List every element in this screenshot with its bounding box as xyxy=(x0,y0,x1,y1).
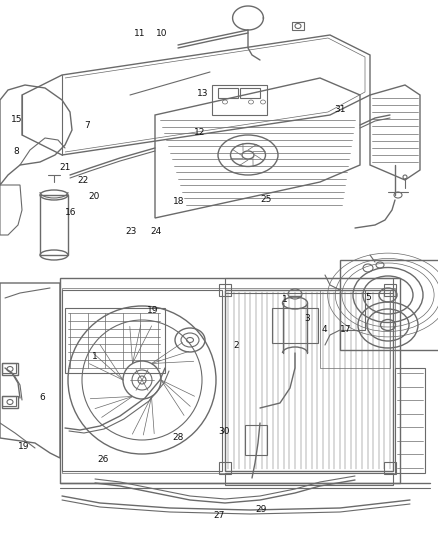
Text: 18: 18 xyxy=(173,197,184,206)
Text: 3: 3 xyxy=(304,314,310,323)
Bar xyxy=(2,396,16,406)
Text: 8: 8 xyxy=(14,148,20,156)
Text: 19: 19 xyxy=(147,306,158,314)
Text: 21: 21 xyxy=(59,164,71,172)
Bar xyxy=(40,195,68,255)
Text: 16: 16 xyxy=(65,208,77,216)
Text: 10: 10 xyxy=(155,29,167,37)
Bar xyxy=(291,22,303,30)
Text: 6: 6 xyxy=(39,393,45,401)
Bar xyxy=(225,278,392,293)
Text: 25: 25 xyxy=(259,196,271,204)
Text: 17: 17 xyxy=(339,325,351,334)
Text: 11: 11 xyxy=(134,29,145,37)
Text: 2: 2 xyxy=(233,341,238,350)
Bar xyxy=(2,363,18,375)
Text: 5: 5 xyxy=(364,293,370,302)
Bar xyxy=(219,462,230,474)
Text: 29: 29 xyxy=(255,505,266,513)
Bar xyxy=(225,473,392,485)
Bar xyxy=(383,284,395,296)
Text: 31: 31 xyxy=(334,105,345,114)
Bar xyxy=(218,88,237,98)
Bar xyxy=(272,308,317,343)
Text: 1: 1 xyxy=(91,352,97,360)
Bar xyxy=(212,85,266,115)
Text: 15: 15 xyxy=(11,116,22,124)
Text: 19: 19 xyxy=(18,442,30,451)
Text: 22: 22 xyxy=(77,176,88,184)
Bar xyxy=(219,284,230,296)
Text: 28: 28 xyxy=(172,433,183,441)
Text: 26: 26 xyxy=(97,455,109,464)
Text: 23: 23 xyxy=(125,228,136,236)
Bar xyxy=(2,396,18,408)
Bar xyxy=(240,88,259,98)
Text: 1: 1 xyxy=(281,295,287,304)
Text: 4: 4 xyxy=(321,325,326,334)
Text: 12: 12 xyxy=(194,128,205,136)
Text: 27: 27 xyxy=(212,512,224,520)
Text: 7: 7 xyxy=(84,121,90,130)
Text: 20: 20 xyxy=(88,192,100,200)
Bar xyxy=(244,425,266,455)
Text: 13: 13 xyxy=(197,89,208,98)
Bar xyxy=(2,363,16,373)
Bar xyxy=(339,290,364,330)
Text: 24: 24 xyxy=(150,228,161,236)
Text: 30: 30 xyxy=(218,427,229,436)
Bar xyxy=(383,462,395,474)
